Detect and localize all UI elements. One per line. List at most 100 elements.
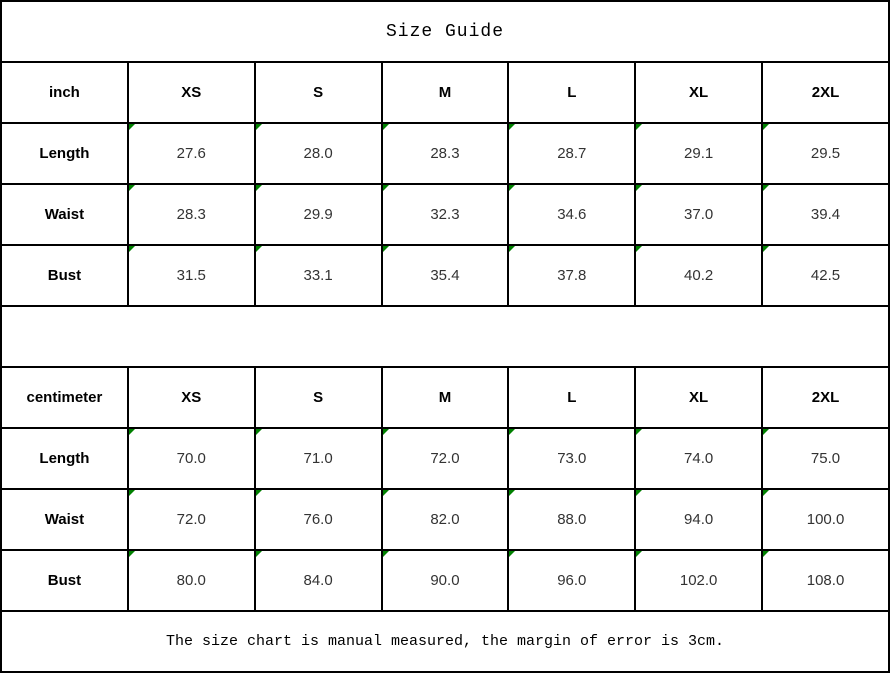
size-value-cell: 72.0 bbox=[380, 427, 510, 490]
flag-triangle-icon bbox=[129, 491, 135, 496]
column-header-s: S bbox=[253, 61, 383, 124]
size-value-cell: 27.6 bbox=[126, 122, 256, 185]
flag-triangle-icon bbox=[637, 247, 643, 252]
size-value-cell: 40.2 bbox=[634, 244, 764, 307]
size-value: 28.3 bbox=[430, 145, 460, 162]
size-value: 94.0 bbox=[684, 511, 714, 528]
row-label-bust: Bust bbox=[0, 244, 129, 307]
size-value-cell: 42.5 bbox=[761, 244, 890, 307]
size-value-cell: 71.0 bbox=[253, 427, 383, 490]
size-value-cell: 28.7 bbox=[507, 122, 637, 185]
size-value-cell: 37.8 bbox=[507, 244, 637, 307]
size-value: 28.3 bbox=[176, 206, 206, 223]
size-value-cell: 88.0 bbox=[507, 488, 637, 551]
size-value-cell: 90.0 bbox=[380, 549, 510, 612]
size-value: 37.8 bbox=[557, 267, 587, 284]
size-value-cell: 37.0 bbox=[634, 183, 764, 246]
flag-triangle-icon bbox=[129, 125, 135, 130]
flag-triangle-icon bbox=[383, 430, 389, 435]
flag-triangle-icon bbox=[383, 125, 389, 130]
flag-triangle-icon bbox=[256, 186, 262, 191]
flag-triangle-icon bbox=[764, 491, 770, 496]
size-value-cell: 108.0 bbox=[761, 549, 890, 612]
size-value: 35.4 bbox=[430, 267, 460, 284]
table-row: Length 27.6 28.0 28.3 28.7 29.1 29.5 bbox=[0, 122, 890, 185]
size-value-cell: 29.5 bbox=[761, 122, 890, 185]
flag-triangle-icon bbox=[637, 125, 643, 130]
size-value: 33.1 bbox=[303, 267, 333, 284]
size-value: 40.2 bbox=[684, 267, 714, 284]
size-value: 71.0 bbox=[303, 450, 333, 467]
flag-triangle-icon bbox=[637, 552, 643, 557]
flag-triangle-icon bbox=[383, 247, 389, 252]
column-header-xl: XL bbox=[634, 366, 764, 429]
flag-triangle-icon bbox=[764, 186, 770, 191]
flag-triangle-icon bbox=[764, 552, 770, 557]
size-value-cell: 28.0 bbox=[253, 122, 383, 185]
row-label-waist: Waist bbox=[0, 488, 129, 551]
flag-triangle-icon bbox=[510, 491, 516, 496]
size-value-cell: 72.0 bbox=[126, 488, 256, 551]
column-header-l: L bbox=[507, 366, 637, 429]
size-value-cell: 34.6 bbox=[507, 183, 637, 246]
spacer-cell bbox=[0, 305, 890, 368]
size-value: 108.0 bbox=[806, 572, 845, 589]
size-value-cell: 70.0 bbox=[126, 427, 256, 490]
size-value: 29.5 bbox=[810, 145, 841, 162]
size-value-cell: 96.0 bbox=[507, 549, 637, 612]
title-row: Size Guide bbox=[0, 0, 890, 63]
column-header-centimeter: centimeter bbox=[0, 366, 129, 429]
size-value: 72.0 bbox=[430, 450, 460, 467]
size-value-cell: 75.0 bbox=[761, 427, 890, 490]
size-value: 90.0 bbox=[430, 572, 460, 589]
flag-triangle-icon bbox=[129, 430, 135, 435]
size-value: 75.0 bbox=[810, 450, 841, 467]
centimeter-header-row: centimeter XS S M L XL 2XL bbox=[0, 366, 890, 429]
table-row: Waist 28.3 29.9 32.3 34.6 37.0 39.4 bbox=[0, 183, 890, 246]
inch-header-row: inch XS S M L XL 2XL bbox=[0, 61, 890, 124]
flag-triangle-icon bbox=[510, 125, 516, 130]
size-value: 76.0 bbox=[303, 511, 333, 528]
size-value: 27.6 bbox=[176, 145, 206, 162]
flag-triangle-icon bbox=[256, 491, 262, 496]
size-value-cell: 29.9 bbox=[253, 183, 383, 246]
table-row: Bust 31.5 33.1 35.4 37.8 40.2 42.5 bbox=[0, 244, 890, 307]
size-value: 28.0 bbox=[303, 145, 333, 162]
size-value-cell: 84.0 bbox=[253, 549, 383, 612]
flag-triangle-icon bbox=[637, 186, 643, 191]
size-value-cell: 39.4 bbox=[761, 183, 890, 246]
column-header-l: L bbox=[507, 61, 637, 124]
flag-triangle-icon bbox=[383, 186, 389, 191]
flag-triangle-icon bbox=[256, 125, 262, 130]
column-header-2xl: 2XL bbox=[761, 366, 890, 429]
row-label-bust: Bust bbox=[0, 549, 129, 612]
flag-triangle-icon bbox=[129, 552, 135, 557]
column-header-2xl: 2XL bbox=[761, 61, 890, 124]
size-value: 28.7 bbox=[557, 145, 587, 162]
size-value: 70.0 bbox=[176, 450, 206, 467]
size-value-cell: 73.0 bbox=[507, 427, 637, 490]
size-value: 42.5 bbox=[810, 267, 841, 284]
flag-triangle-icon bbox=[256, 247, 262, 252]
flag-triangle-icon bbox=[764, 430, 770, 435]
size-value-cell: 82.0 bbox=[380, 488, 510, 551]
size-value: 72.0 bbox=[176, 511, 206, 528]
size-value: 29.9 bbox=[303, 206, 333, 223]
size-value: 29.1 bbox=[684, 145, 714, 162]
size-value-cell: 80.0 bbox=[126, 549, 256, 612]
size-value-cell: 94.0 bbox=[634, 488, 764, 551]
flag-triangle-icon bbox=[383, 491, 389, 496]
size-value: 100.0 bbox=[806, 511, 845, 528]
size-value: 32.3 bbox=[430, 206, 460, 223]
column-header-xs: XS bbox=[126, 366, 256, 429]
size-value-cell: 32.3 bbox=[380, 183, 510, 246]
spacer-row bbox=[0, 305, 890, 368]
column-header-m: M bbox=[380, 366, 510, 429]
column-header-inch: inch bbox=[0, 61, 129, 124]
flag-triangle-icon bbox=[764, 247, 770, 252]
size-value-cell: 29.1 bbox=[634, 122, 764, 185]
page-title: Size Guide bbox=[0, 0, 890, 63]
size-value-cell: 28.3 bbox=[380, 122, 510, 185]
flag-triangle-icon bbox=[637, 491, 643, 496]
